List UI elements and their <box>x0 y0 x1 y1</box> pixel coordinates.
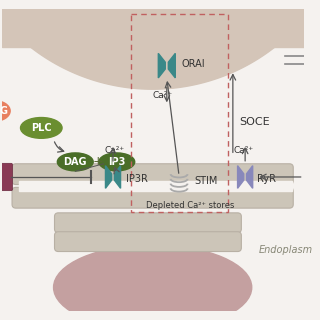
Text: Depleted Ca²⁺ stores: Depleted Ca²⁺ stores <box>146 201 235 210</box>
Text: +: + <box>92 156 103 168</box>
Ellipse shape <box>20 117 62 138</box>
Text: IP3: IP3 <box>108 157 125 167</box>
Text: Ca²⁺: Ca²⁺ <box>105 146 125 155</box>
Text: Endoplasm: Endoplasm <box>258 245 312 255</box>
Bar <box>2 9 304 80</box>
FancyBboxPatch shape <box>54 213 241 233</box>
FancyBboxPatch shape <box>12 188 293 208</box>
Text: ORAI: ORAI <box>182 59 205 69</box>
FancyBboxPatch shape <box>0 163 12 191</box>
Text: STIM: STIM <box>194 176 218 186</box>
Text: RyR: RyR <box>257 174 276 184</box>
Bar <box>131 14 228 212</box>
Bar <box>19 181 292 191</box>
Bar <box>2 47 304 311</box>
FancyBboxPatch shape <box>54 232 241 252</box>
Ellipse shape <box>57 153 93 171</box>
Polygon shape <box>168 53 175 78</box>
Ellipse shape <box>99 153 135 171</box>
Text: DAG: DAG <box>63 157 87 167</box>
Polygon shape <box>246 166 253 188</box>
Polygon shape <box>0 0 320 103</box>
Polygon shape <box>237 166 244 188</box>
Text: G: G <box>0 106 8 116</box>
Text: Ca²⁺: Ca²⁺ <box>152 91 172 100</box>
Polygon shape <box>114 166 121 188</box>
Polygon shape <box>0 0 320 89</box>
Polygon shape <box>106 166 112 188</box>
Text: SOCE: SOCE <box>239 117 270 127</box>
Text: PLC: PLC <box>31 123 52 133</box>
Ellipse shape <box>53 245 252 320</box>
Bar <box>2 9 304 47</box>
FancyBboxPatch shape <box>12 164 293 185</box>
Text: IP3R: IP3R <box>126 174 148 184</box>
Polygon shape <box>158 53 165 78</box>
Text: Ca²⁺: Ca²⁺ <box>233 146 253 155</box>
Ellipse shape <box>0 100 10 121</box>
